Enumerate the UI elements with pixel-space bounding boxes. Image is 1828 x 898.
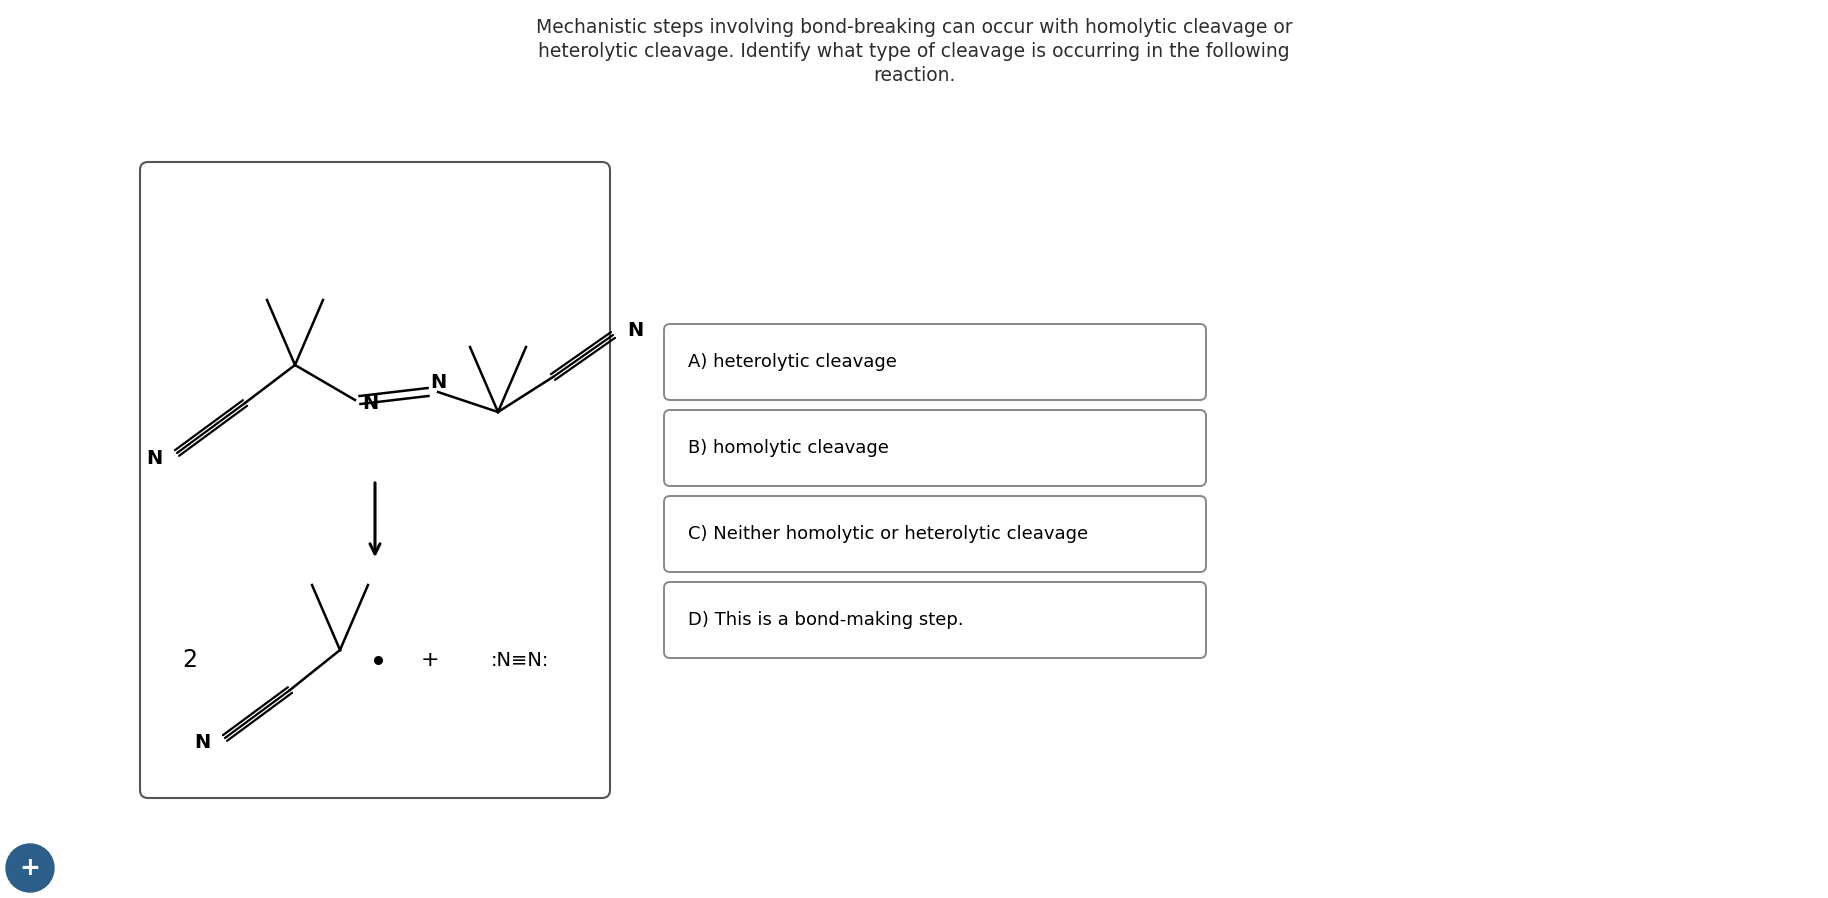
Text: C) Neither homolytic or heterolytic cleavage: C) Neither homolytic or heterolytic clea… — [687, 525, 1088, 543]
FancyBboxPatch shape — [664, 582, 1206, 658]
Text: N: N — [627, 321, 643, 340]
Text: +: + — [420, 650, 439, 670]
Text: 2: 2 — [183, 648, 197, 672]
FancyBboxPatch shape — [141, 162, 611, 798]
FancyBboxPatch shape — [664, 496, 1206, 572]
Text: D) This is a bond-making step.: D) This is a bond-making step. — [687, 611, 963, 629]
Text: heterolytic cleavage. Identify what type of cleavage is occurring in the followi: heterolytic cleavage. Identify what type… — [537, 42, 1291, 61]
Text: reaction.: reaction. — [872, 66, 956, 85]
FancyBboxPatch shape — [664, 324, 1206, 400]
Text: N: N — [146, 450, 163, 469]
Text: B) homolytic cleavage: B) homolytic cleavage — [687, 439, 888, 457]
Text: A) heterolytic cleavage: A) heterolytic cleavage — [687, 353, 898, 371]
Text: Mechanistic steps involving bond-breaking can occur with homolytic cleavage or: Mechanistic steps involving bond-breakin… — [536, 18, 1292, 37]
Text: N: N — [430, 373, 446, 392]
Circle shape — [5, 844, 55, 892]
Text: :N≡N:: :N≡N: — [490, 650, 548, 670]
Text: +: + — [20, 856, 40, 880]
FancyBboxPatch shape — [664, 410, 1206, 486]
Text: N: N — [196, 734, 210, 753]
Text: N: N — [362, 394, 378, 413]
